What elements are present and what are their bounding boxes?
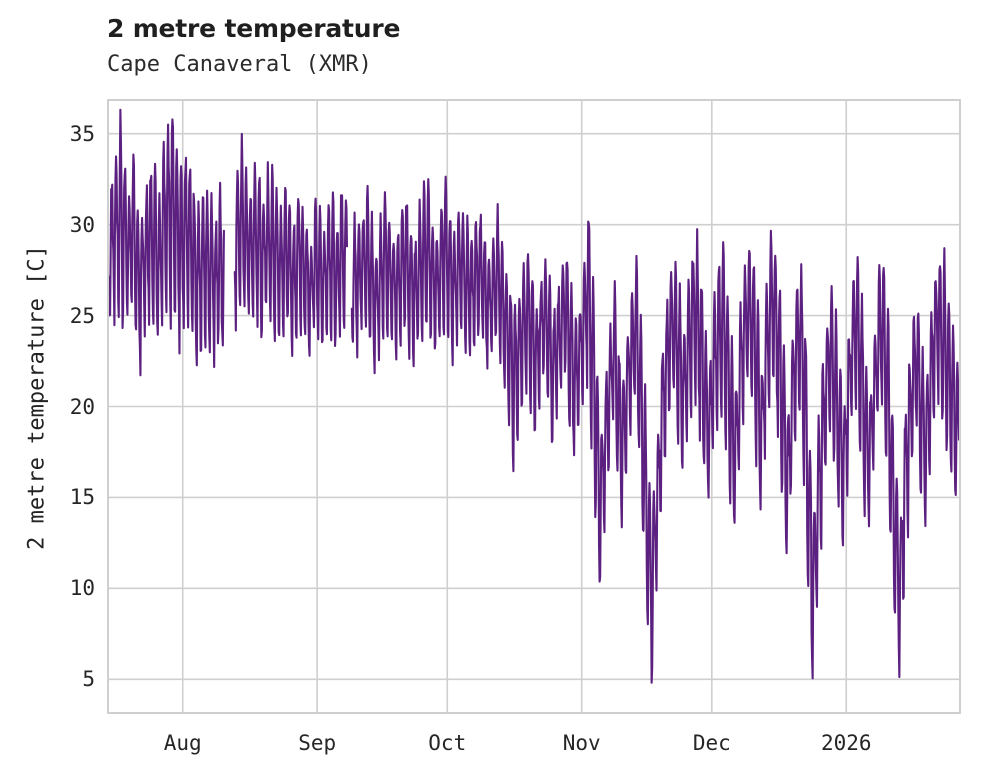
timeseries-svg [109, 101, 959, 712]
x-tick-label: Aug [163, 731, 202, 755]
x-tick-label: Oct [428, 731, 467, 755]
y-axis-tick-labels: 5 10 15 20 25 30 35 [0, 0, 95, 782]
chart-subtitle: Cape Canaveral (XMR) [107, 52, 372, 77]
temperature-series [109, 108, 959, 684]
y-tick-label: 15 [69, 485, 95, 510]
x-tick-label: Nov [562, 731, 601, 755]
plot-area [107, 99, 961, 714]
y-tick-label: 10 [69, 576, 95, 601]
y-tick-label: 5 [82, 667, 95, 692]
x-tick-label: Dec [692, 731, 731, 755]
y-tick-label: 25 [69, 303, 95, 328]
y-tick-label: 30 [69, 212, 95, 237]
x-tick-label: Sep [298, 731, 337, 755]
y-tick-label: 35 [69, 121, 95, 146]
y-tick-label: 20 [69, 394, 95, 419]
x-tick-label: 2026 [820, 731, 872, 755]
page-title: 2 metre temperature [107, 14, 401, 43]
temperature-line [109, 108, 959, 684]
